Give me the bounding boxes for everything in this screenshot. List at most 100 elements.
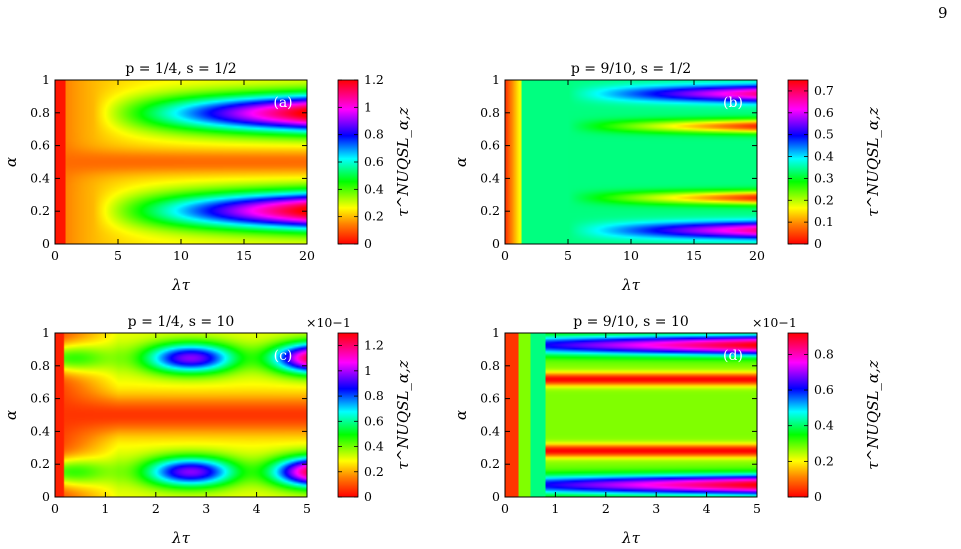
colorbar-tick-label: 0.2 — [364, 209, 384, 224]
colorbar-tick-label: 0.8 — [814, 346, 834, 361]
colorbar-tick-label: 0.6 — [364, 154, 384, 169]
ticks-d: 0 1 2 3 4 5 0 0.2 0.4 0.6 0.8 1 — [480, 325, 761, 516]
x-tick-label: 5 — [753, 501, 761, 516]
heatmap-c — [55, 333, 307, 497]
x-tick-label: 2 — [152, 501, 160, 516]
colorbar-tick-label: 0.7 — [814, 83, 834, 98]
y-tick-label: 1 — [42, 72, 50, 87]
colorbar-tick-label: 0.4 — [814, 418, 834, 433]
y-tick-label: 0.4 — [30, 423, 50, 438]
x-tick-label: 5 — [303, 501, 311, 516]
xlabel-c: λτ — [171, 529, 191, 547]
y-tick-label: 0.2 — [30, 456, 50, 471]
colorbar-tick-label: 0.3 — [814, 170, 834, 185]
ticks-a: 0 5 10 15 20 0 0.2 0.4 0.6 0.8 1 — [30, 72, 315, 263]
y-tick-label: 1 — [492, 72, 500, 87]
colorbar-label-d: τ^NUQSL_α,z — [864, 360, 882, 470]
x-tick-label: 5 — [564, 248, 572, 263]
x-tick-label: 0 — [51, 501, 59, 516]
colorbar-tick-label: 0.6 — [364, 413, 384, 428]
panel-label-c: (c) — [274, 348, 293, 364]
panel-label-d: (d) — [723, 348, 743, 364]
x-tick-label: 2 — [602, 501, 610, 516]
heatmap-b — [505, 80, 757, 244]
colorbar-tick-label: 0.1 — [814, 214, 834, 229]
panel-b: 0 5 10 15 20 0 0.2 0.4 0.6 0.8 1 p = 9/10, s = 1/2… — [452, 61, 882, 294]
y-tick-label: 0.6 — [30, 391, 50, 406]
heatmap-d — [505, 333, 757, 497]
y-tick-label: 0.8 — [30, 105, 50, 120]
x-tick-label: 4 — [703, 501, 711, 516]
page-number: 9 — [938, 4, 948, 22]
colorbar-tick-label: 1 — [364, 363, 372, 378]
colorbar-tick-label: 1.2 — [364, 338, 384, 353]
colorbar-tick-label: 1.2 — [364, 72, 384, 87]
ylabel-a: α — [2, 157, 20, 167]
y-tick-label: 0 — [42, 489, 50, 504]
panel-label-a: (a) — [273, 95, 292, 111]
plot-frame-d — [504, 332, 758, 498]
xlabel-a: λτ — [171, 276, 191, 294]
y-tick-label: 0 — [42, 236, 50, 251]
y-tick-label: 0.4 — [480, 423, 500, 438]
colorbar-d — [787, 332, 809, 498]
x-tick-label: 1 — [551, 501, 559, 516]
x-tick-label: 15 — [236, 248, 252, 263]
panel-label-b: (b) — [723, 95, 743, 111]
ticks-b: 0 5 10 15 20 0 0.2 0.4 0.6 0.8 1 — [480, 72, 765, 263]
colorbar-tick-label: 0.4 — [364, 181, 384, 196]
colorbar-label-c: τ^NUQSL_α,z — [394, 360, 412, 470]
y-tick-label: 0.8 — [480, 105, 500, 120]
colorbar-c — [337, 332, 359, 498]
x-tick-label: 1 — [101, 501, 109, 516]
colorbar-tick-label: 0.8 — [364, 127, 384, 142]
colorbar-ticks-b: 0 0.1 0.2 0.3 0.4 0.5 0.6 0.7 — [788, 83, 834, 251]
x-tick-label: 5 — [114, 248, 122, 263]
plot-frame-c — [54, 332, 308, 498]
colorbar-label-b: τ^NUQSL_α,z — [864, 107, 882, 217]
x-tick-label: 20 — [299, 248, 315, 263]
x-tick-label: 0 — [501, 501, 509, 516]
x-tick-label: 4 — [253, 501, 261, 516]
title-a: p = 1/4, s = 1/2 — [125, 61, 236, 77]
xlabel-b: λτ — [621, 276, 641, 294]
x-tick-label: 0 — [501, 248, 509, 263]
colorbar-tick-label: 0.5 — [814, 127, 834, 142]
colorbar-tick-label: 0.2 — [364, 464, 384, 479]
colorbar-tick-label: 1 — [364, 99, 372, 114]
colorbar-tick-label: 0.6 — [814, 105, 834, 120]
panel-c: 0 1 2 3 4 5 0 0.2 0.4 0.6 0.8 1 p = 1/4, s = 10 (c)… — [2, 314, 412, 547]
y-tick-label: 0.2 — [480, 456, 500, 471]
colorbar-tick-label: 0 — [814, 489, 822, 504]
colorbar-tick-label: 0.4 — [814, 149, 834, 164]
x-tick-label: 10 — [623, 248, 639, 263]
x-tick-label: 20 — [749, 248, 765, 263]
x-tick-label: 15 — [686, 248, 702, 263]
y-tick-label: 0.8 — [480, 358, 500, 373]
colorbar-tick-label: 0.6 — [814, 382, 834, 397]
ylabel-b: α — [452, 157, 470, 167]
y-tick-label: 0 — [492, 489, 500, 504]
y-tick-label: 1 — [42, 325, 50, 340]
ylabel-d: α — [452, 410, 470, 420]
x-tick-label: 3 — [202, 501, 210, 516]
ticks-c: 0 1 2 3 4 5 0 0.2 0.4 0.6 0.8 1 — [30, 325, 311, 516]
x-tick-label: 3 — [652, 501, 660, 516]
colorbar-tick-label: 0.2 — [814, 192, 834, 207]
heatmap-a — [55, 80, 307, 244]
x-tick-label: 0 — [51, 248, 59, 263]
y-tick-label: 0.2 — [480, 203, 500, 218]
colorbar-tick-label: 0 — [814, 236, 822, 251]
title-b: p = 9/10, s = 1/2 — [571, 61, 691, 77]
xlabel-d: λτ — [621, 529, 641, 547]
colorbar-tick-label: 0.2 — [814, 453, 834, 468]
colorbar-ticks-a: 0 0.2 0.4 0.6 0.8 1 1.2 — [338, 72, 384, 251]
colorbar-b — [787, 79, 809, 245]
colorbar-multiplier-d: ×10−1 — [752, 315, 797, 330]
y-tick-label: 0.2 — [30, 203, 50, 218]
ylabel-c: α — [2, 410, 20, 420]
title-c: p = 1/4, s = 10 — [128, 314, 235, 330]
x-tick-label: 10 — [173, 248, 189, 263]
